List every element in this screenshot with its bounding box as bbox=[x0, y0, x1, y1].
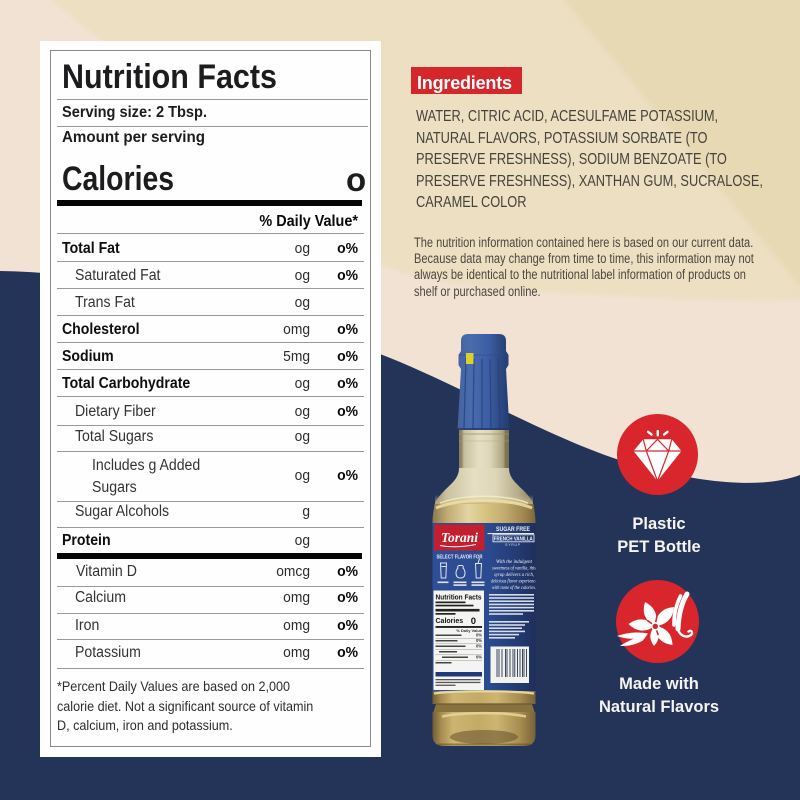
svg-text:SUGAR FREE: SUGAR FREE bbox=[496, 526, 530, 533]
svg-text:0: 0 bbox=[471, 616, 476, 627]
svg-text:sweetness of vanilla, this: sweetness of vanilla, this bbox=[492, 565, 536, 572]
svg-text:FRENCH VANILLA: FRENCH VANILLA bbox=[494, 537, 533, 543]
svg-text:delicious flavor experience: delicious flavor experience bbox=[491, 578, 537, 585]
svg-text:SELECT FLAVOR FOR: SELECT FLAVOR FOR bbox=[437, 555, 483, 561]
svg-text:Torani: Torani bbox=[441, 530, 478, 545]
svg-text:with none of the calories.: with none of the calories. bbox=[492, 584, 536, 591]
svg-text:Nutrition Facts: Nutrition Facts bbox=[436, 593, 482, 602]
svg-text:0%: 0% bbox=[476, 638, 482, 643]
svg-text:0%: 0% bbox=[476, 633, 482, 638]
svg-text:syrup delivers a rich,: syrup delivers a rich, bbox=[494, 572, 534, 578]
svg-text:Calories: Calories bbox=[436, 618, 464, 625]
svg-text:SYRUP: SYRUP bbox=[505, 543, 521, 547]
svg-text:% Daily Value: % Daily Value bbox=[456, 628, 483, 633]
svg-text:With the indulgent: With the indulgent bbox=[496, 559, 532, 565]
svg-text:0%: 0% bbox=[476, 644, 482, 649]
svg-text:0%: 0% bbox=[476, 655, 482, 660]
